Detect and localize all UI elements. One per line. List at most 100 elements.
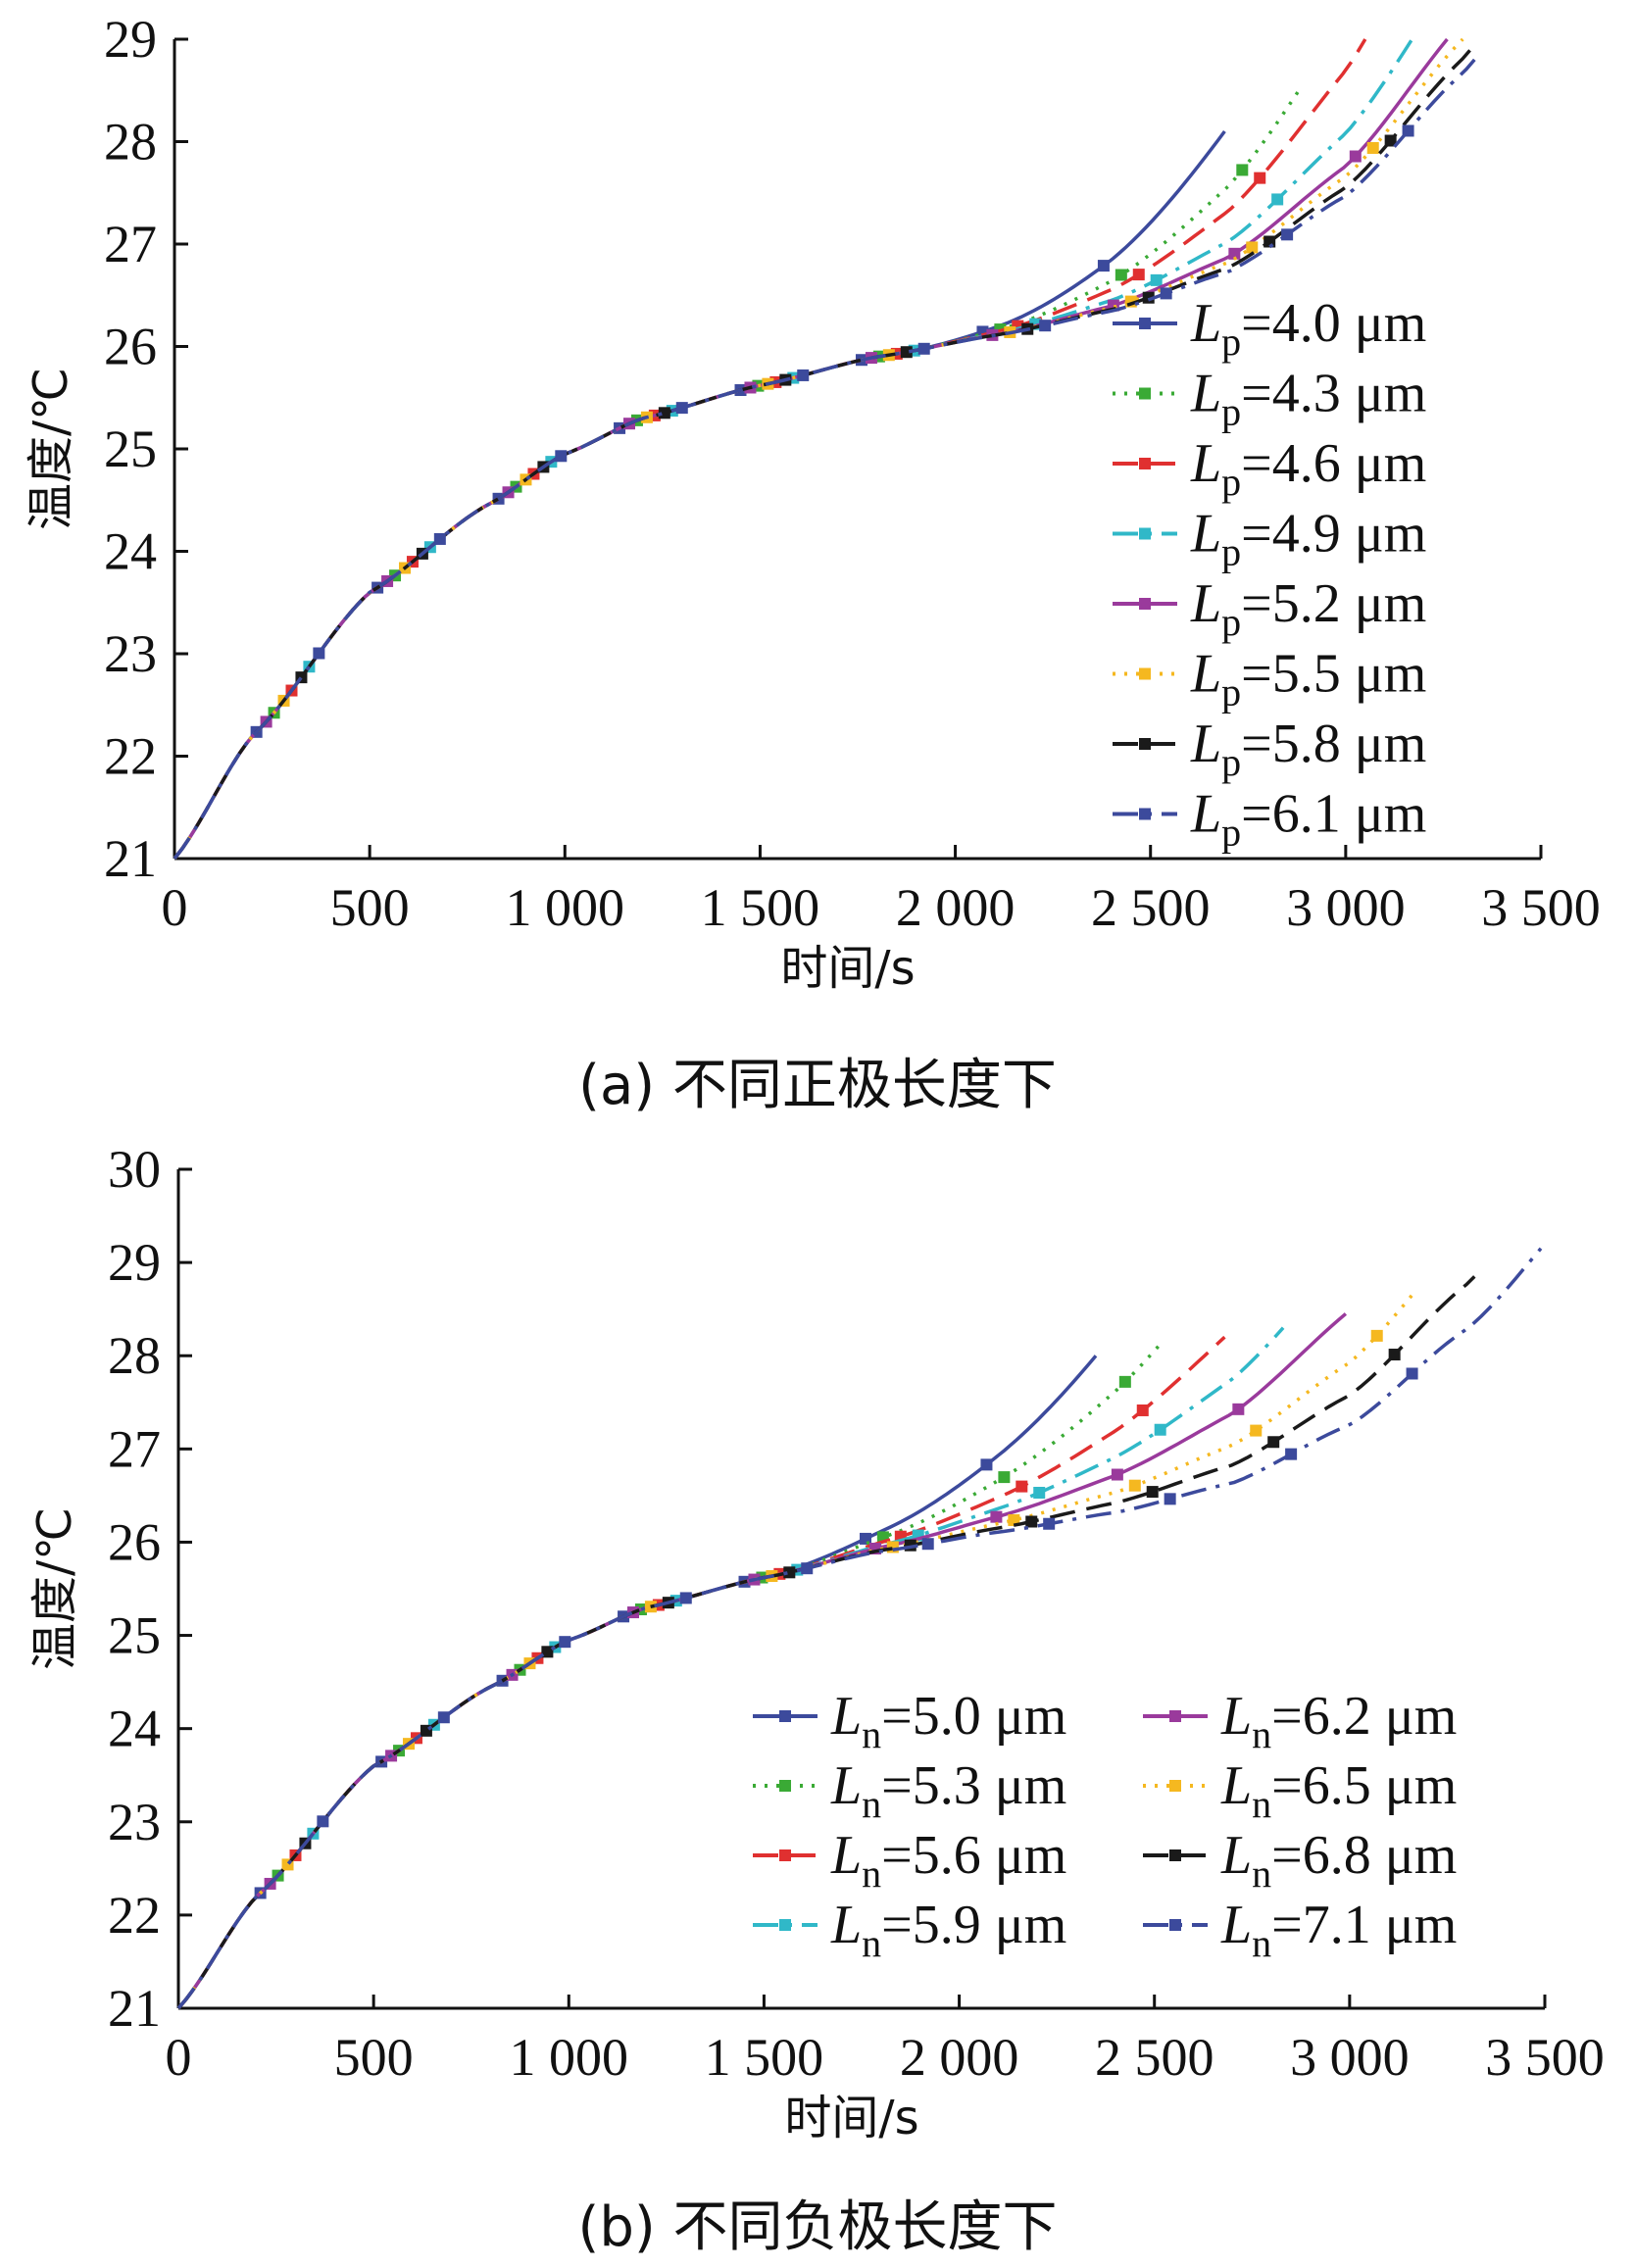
series-marker [1271,193,1284,206]
legend-item: Lp=6.1 μm [1113,784,1426,855]
series-marker [1118,1375,1131,1388]
chart-a-svg: 21 22 23 24 25 26 27 28 29 0 500 1 000 1 500 2 000 2 5… [24,10,1601,996]
x-tick-label: 500 [330,878,410,937]
series-marker [783,1566,796,1579]
series-line [173,129,1226,861]
legend-marker [1139,527,1151,540]
legend-item: Ln=5.3 μm [753,1755,1066,1826]
legend-label: Lp=4.3 μm [1190,364,1426,434]
series-marker [1388,1349,1401,1361]
legend-item: Ln=6.5 μm [1143,1755,1457,1826]
legend-item: Lp=5.5 μm [1113,644,1426,715]
series-marker [433,532,446,545]
series-marker [1111,1468,1123,1481]
legend-label: Ln=5.9 μm [830,1895,1066,1965]
series-line [176,1345,1161,2010]
x-tick-label: 3 500 [1485,2028,1605,2087]
series-marker [1097,260,1110,272]
y-tick-label: 26 [108,1512,161,1571]
chart-panel-a: 21 22 23 24 25 26 27 28 29 0 500 1 000 1 500 2 000 2 5… [24,10,1601,1117]
series-marker [1039,320,1052,332]
legend-marker [1139,738,1151,750]
series-marker [1128,1479,1141,1492]
y-tick-label: 23 [108,1793,161,1851]
x-tick-label: 1 500 [701,878,820,937]
y-tick-label: 29 [104,10,157,69]
y-tick-label: 25 [108,1606,161,1665]
series-marker [1366,141,1379,154]
legend-marker [1139,387,1151,400]
x-tick-label: 2 500 [1091,878,1211,937]
series-marker [998,1471,1011,1484]
series-marker [990,1510,1003,1523]
caption-a: (a) 不同正极长度下 [578,1054,1057,1117]
x-tick-label: 3 000 [1286,878,1406,937]
legend-item: Ln=6.8 μm [1143,1825,1457,1896]
legend-marker [1169,1710,1181,1722]
y-tick-label: 30 [108,1140,161,1199]
y-tick-label: 29 [108,1233,161,1292]
series-marker [1132,269,1145,281]
legend-marker [779,1780,791,1792]
series-marker [1285,1448,1298,1460]
x-tick-label: 1 000 [506,878,625,937]
series-line [173,38,1414,861]
legend-item: Ln=5.9 μm [753,1895,1066,1965]
y-tick-label: 27 [104,215,157,273]
legend-item: Lp=4.3 μm [1113,364,1426,434]
legend-marker [1139,667,1151,680]
series-line [176,1247,1543,2010]
series-line [176,1312,1348,2010]
series-marker [980,1458,993,1471]
x-tick-label: 2 500 [1095,2028,1214,2087]
legend-label: Ln=6.8 μm [1220,1825,1457,1896]
legend-label: Ln=7.1 μm [1220,1895,1457,1965]
caption-b: (b) 不同负极长度下 [577,2195,1058,2259]
series-marker [1033,1486,1046,1499]
series-marker [1142,291,1155,304]
series-line [176,1275,1476,2010]
legend-marker [779,1849,791,1861]
series-line [176,1335,1226,2010]
series-marker [1402,124,1414,137]
series-marker [1267,1436,1280,1449]
series-Lp6-1m [173,58,1476,861]
legend-label: Lp=4.6 μm [1190,433,1426,504]
series-marker [437,1711,450,1724]
legend-marker [1139,598,1151,610]
series-marker [1384,134,1397,147]
series-marker [1236,164,1249,176]
legend-label: Lp=4.9 μm [1190,504,1426,574]
x-tick-label: 1 000 [510,2028,629,2087]
chart-panel-b: 21 22 23 24 25 26 27 28 29 30 0 500 1 000 1 500 2 000 2… [0,1134,1635,2268]
x-tick-label: 0 [166,2028,192,2087]
series-marker [1228,247,1241,260]
legend-marker [1139,318,1151,329]
series-marker [555,450,568,463]
legend-marker [1169,1780,1181,1792]
y-tick-label: 24 [104,522,157,581]
x-tick-label: 2 000 [896,878,1016,937]
legend-item: Lp=5.2 μm [1113,573,1426,644]
legend-item: Lp=4.0 μm [1113,293,1426,364]
series-marker [313,647,325,660]
y-tick-label: 21 [104,829,157,888]
legend-label: Lp=5.2 μm [1190,573,1426,644]
legend-label: Ln=5.0 μm [830,1686,1066,1756]
legend-marker [779,1710,791,1722]
y-tick-label: 24 [108,1700,161,1758]
series-line [173,38,1367,861]
series-marker [1246,241,1259,254]
series-Ln6-2m [176,1312,1348,2010]
series-marker [1281,228,1294,241]
y-tick-label: 28 [104,113,157,172]
legend-marker [1139,808,1151,820]
y-tick-label: 26 [104,318,157,376]
series-line [173,58,1476,861]
legend-item: Lp=5.8 μm [1113,714,1426,784]
series-marker [1370,1329,1383,1342]
series-Lp4-6m [173,38,1367,861]
legend-label: Lp=5.8 μm [1190,714,1426,784]
series-marker [1250,1424,1263,1437]
series-marker [797,369,810,381]
